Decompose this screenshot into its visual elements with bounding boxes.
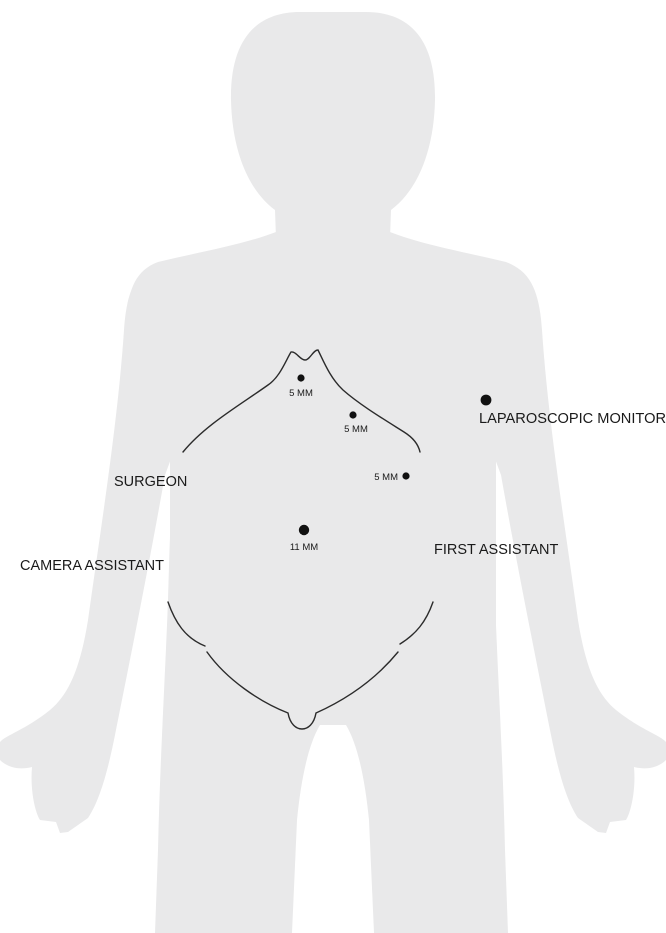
surgeon-label: SURGEON <box>114 474 187 490</box>
port-label-p2: 5 MM <box>344 424 368 435</box>
groin-line <box>206 651 399 730</box>
port-marker-p1 <box>297 374 305 382</box>
port-marker-p3 <box>402 472 410 480</box>
port-marker-p4 <box>298 524 310 536</box>
port-label-p3: 5 MM <box>374 472 398 483</box>
port-marker-p2 <box>349 411 357 419</box>
pelvis-right-line <box>399 601 434 645</box>
laparoscopic-monitor-label: LAPAROSCOPIC MONITOR <box>479 411 666 427</box>
port-markers <box>297 374 410 536</box>
camera-assistant-label: CAMERA ASSISTANT <box>20 558 164 574</box>
torso-fill <box>170 280 496 700</box>
left-arm <box>0 266 178 833</box>
first-assistant-label: FIRST ASSISTANT <box>434 542 558 558</box>
pelvis-left-line <box>167 601 206 647</box>
head <box>230 12 436 245</box>
costal-margin-line <box>182 349 421 453</box>
right-arm <box>488 266 666 833</box>
body-silhouette <box>0 12 666 933</box>
monitor-marker <box>480 394 492 406</box>
port-label-p1: 5 MM <box>289 388 313 399</box>
anatomy-lines <box>167 349 434 730</box>
port-label-p4: 11 MM <box>290 542 318 553</box>
